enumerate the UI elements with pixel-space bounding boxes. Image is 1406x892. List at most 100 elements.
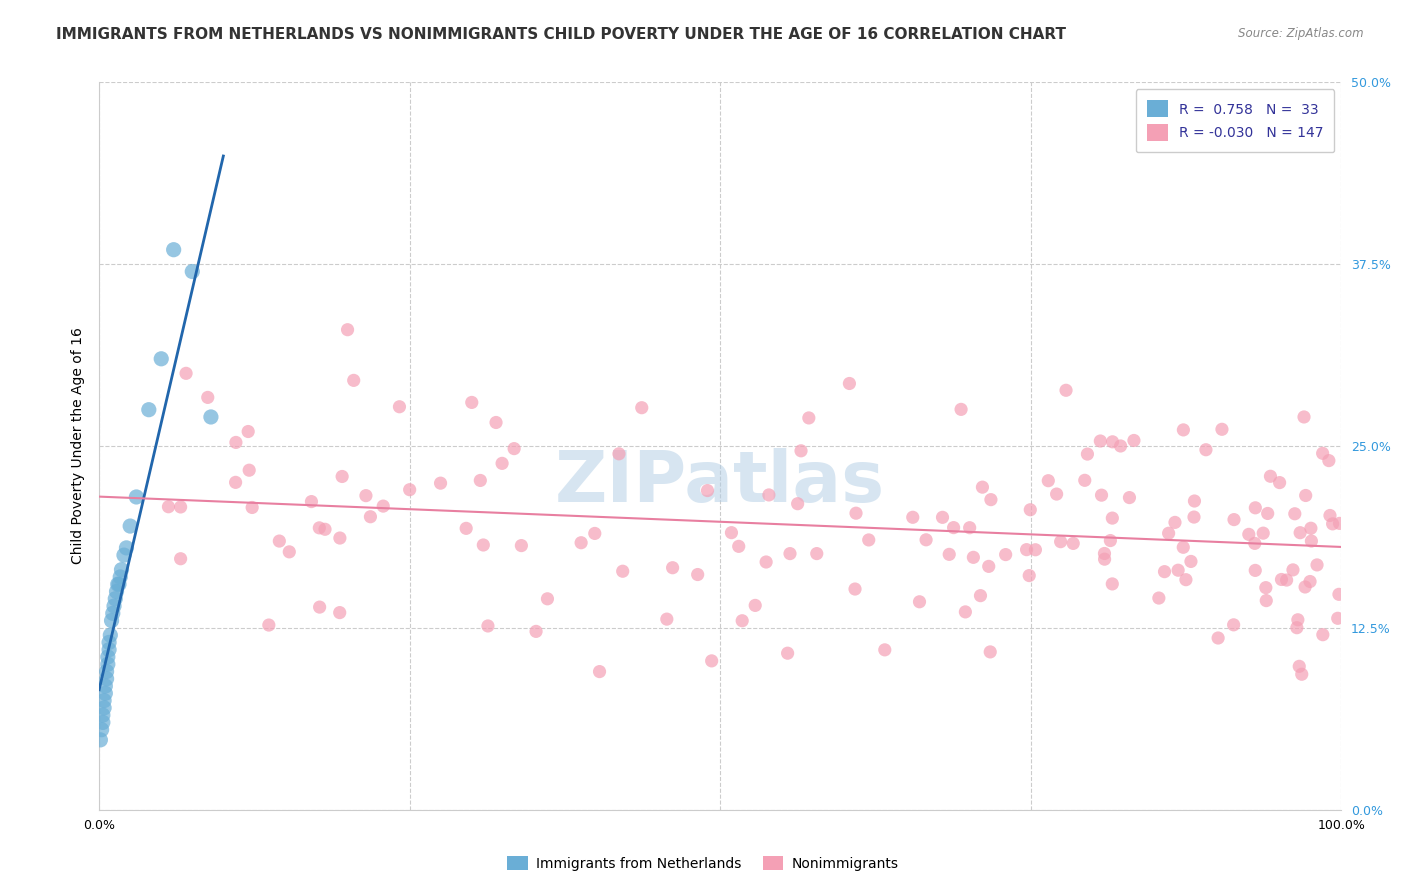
Nonimmigrants <box>797 411 820 425</box>
Nonimmigrants <box>336 323 359 337</box>
Nonimmigrants <box>1153 565 1175 579</box>
Nonimmigrants <box>169 551 191 566</box>
Immigrants from Netherlands <box>125 490 148 504</box>
Nonimmigrants <box>1299 574 1322 589</box>
Nonimmigrants <box>901 510 924 524</box>
Nonimmigrants <box>950 402 973 417</box>
Y-axis label: Child Poverty Under the Age of 16: Child Poverty Under the Age of 16 <box>72 327 86 565</box>
Nonimmigrants <box>1260 469 1282 483</box>
Nonimmigrants <box>1223 513 1246 527</box>
Nonimmigrants <box>686 567 709 582</box>
Nonimmigrants <box>197 391 219 405</box>
Immigrants from Netherlands <box>110 563 132 577</box>
Nonimmigrants <box>731 614 754 628</box>
Nonimmigrants <box>1327 587 1350 601</box>
Nonimmigrants <box>979 645 1001 659</box>
Nonimmigrants <box>1292 409 1315 424</box>
Nonimmigrants <box>661 560 683 574</box>
Immigrants from Netherlands <box>97 649 120 664</box>
Nonimmigrants <box>758 488 780 502</box>
Nonimmigrants <box>938 547 960 561</box>
Immigrants from Netherlands <box>98 635 121 649</box>
Nonimmigrants <box>225 475 247 490</box>
Nonimmigrants <box>1301 534 1323 549</box>
Nonimmigrants <box>308 600 330 615</box>
Nonimmigrants <box>257 618 280 632</box>
Nonimmigrants <box>696 483 718 498</box>
Nonimmigrants <box>744 599 766 613</box>
Nonimmigrants <box>1291 667 1313 681</box>
Immigrants from Netherlands <box>150 351 173 366</box>
Nonimmigrants <box>536 591 558 606</box>
Nonimmigrants <box>308 521 330 535</box>
Nonimmigrants <box>1326 611 1348 625</box>
Nonimmigrants <box>908 595 931 609</box>
Nonimmigrants <box>238 463 260 477</box>
Nonimmigrants <box>806 547 828 561</box>
Nonimmigrants <box>1038 474 1060 488</box>
Immigrants from Netherlands <box>115 541 138 555</box>
Nonimmigrants <box>1118 491 1140 505</box>
Nonimmigrants <box>1211 422 1233 436</box>
Legend: Immigrants from Netherlands, Nonimmigrants: Immigrants from Netherlands, Nonimmigran… <box>502 850 904 876</box>
Nonimmigrants <box>962 550 984 565</box>
Nonimmigrants <box>955 605 977 619</box>
Nonimmigrants <box>1099 533 1122 548</box>
Immigrants from Netherlands <box>97 657 120 672</box>
Nonimmigrants <box>972 480 994 494</box>
Nonimmigrants <box>1090 434 1112 448</box>
Immigrants from Netherlands <box>94 679 117 693</box>
Immigrants from Netherlands <box>200 409 222 424</box>
Nonimmigrants <box>1270 573 1292 587</box>
Nonimmigrants <box>1049 534 1071 549</box>
Immigrants from Netherlands <box>110 570 132 584</box>
Nonimmigrants <box>700 654 723 668</box>
Nonimmigrants <box>838 376 860 391</box>
Nonimmigrants <box>977 559 1000 574</box>
Nonimmigrants <box>429 476 451 491</box>
Nonimmigrants <box>301 494 323 508</box>
Nonimmigrants <box>779 547 801 561</box>
Nonimmigrants <box>1076 447 1098 461</box>
Nonimmigrants <box>1090 488 1112 502</box>
Immigrants from Netherlands <box>91 708 114 723</box>
Immigrants from Netherlands <box>108 577 131 591</box>
Immigrants from Netherlands <box>181 264 204 278</box>
Nonimmigrants <box>1157 526 1180 541</box>
Nonimmigrants <box>969 589 991 603</box>
Immigrants from Netherlands <box>98 642 121 657</box>
Immigrants from Netherlands <box>103 599 125 613</box>
Nonimmigrants <box>1294 580 1316 594</box>
Nonimmigrants <box>354 489 377 503</box>
Nonimmigrants <box>1164 516 1187 530</box>
Nonimmigrants <box>359 509 381 524</box>
Nonimmigrants <box>1285 621 1308 635</box>
Nonimmigrants <box>240 500 263 515</box>
Nonimmigrants <box>655 612 678 626</box>
Immigrants from Netherlands <box>90 723 112 737</box>
Nonimmigrants <box>1319 508 1341 523</box>
Nonimmigrants <box>1244 500 1267 515</box>
Immigrants from Netherlands <box>101 607 124 621</box>
Immigrants from Netherlands <box>89 732 111 747</box>
Nonimmigrants <box>510 539 533 553</box>
Nonimmigrants <box>169 500 191 514</box>
Nonimmigrants <box>329 531 352 545</box>
Nonimmigrants <box>858 533 880 547</box>
Nonimmigrants <box>1289 525 1312 540</box>
Nonimmigrants <box>278 545 301 559</box>
Nonimmigrants <box>720 525 742 540</box>
Immigrants from Netherlands <box>138 402 160 417</box>
Immigrants from Netherlands <box>96 672 118 686</box>
Nonimmigrants <box>1206 631 1229 645</box>
Immigrants from Netherlands <box>120 519 142 533</box>
Nonimmigrants <box>844 582 866 596</box>
Nonimmigrants <box>1256 593 1278 607</box>
Immigrants from Netherlands <box>112 548 135 562</box>
Immigrants from Netherlands <box>104 591 127 606</box>
Nonimmigrants <box>1173 423 1195 437</box>
Nonimmigrants <box>1286 613 1309 627</box>
Nonimmigrants <box>470 474 492 488</box>
Nonimmigrants <box>1251 526 1274 541</box>
Nonimmigrants <box>1054 384 1077 398</box>
